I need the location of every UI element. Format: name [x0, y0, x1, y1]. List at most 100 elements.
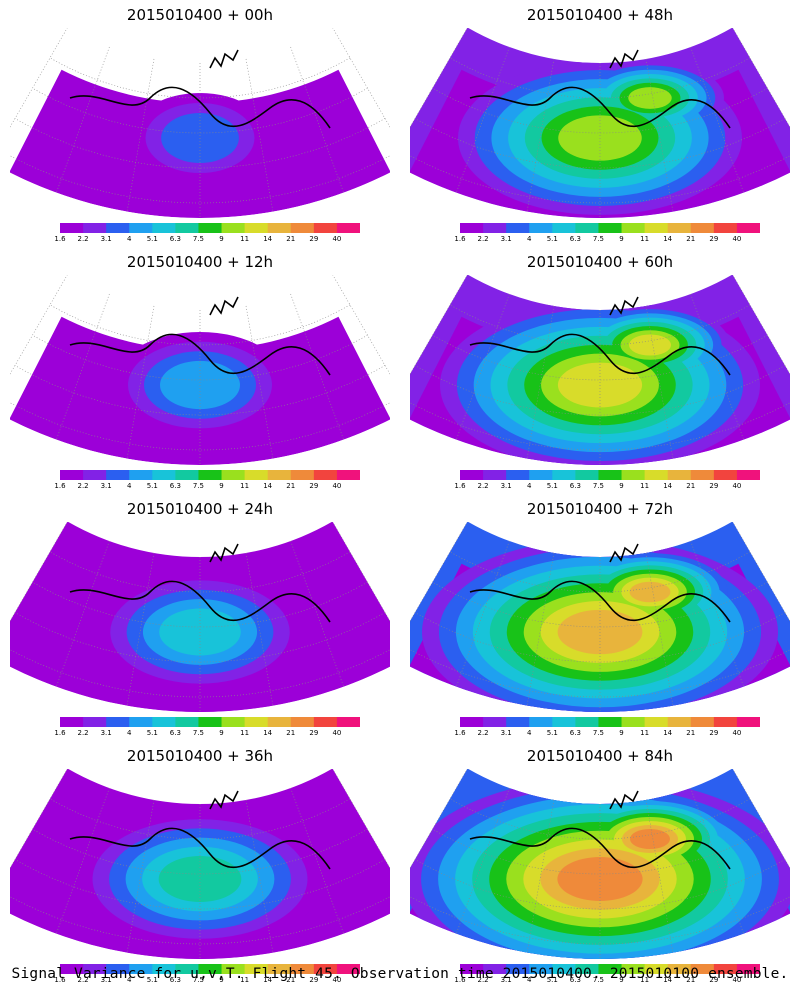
colorbar-label: 14 — [663, 729, 673, 737]
colorbar-label: 14 — [263, 976, 273, 984]
colorbar-swatch — [336, 964, 360, 974]
colorbar-label: 40 — [732, 482, 742, 490]
colorbar-label: 21 — [286, 235, 296, 243]
colorbar-label: 6.3 — [569, 729, 581, 737]
colorbar-swatch — [483, 470, 507, 480]
panel-title: 2015010400 + 36h — [126, 747, 274, 765]
colorbar-label: 6.3 — [169, 482, 181, 490]
colorbar-swatch — [60, 223, 84, 233]
colorbar-label: 1.6 — [454, 482, 466, 490]
colorbar-swatch — [460, 717, 484, 727]
colorbar-swatch — [598, 964, 623, 974]
colorbar — [60, 470, 360, 480]
panel-title: 2015010400 + 24h — [126, 500, 274, 518]
colorbar-label: 4 — [126, 976, 132, 984]
colorbar-swatch — [129, 964, 153, 974]
panel-title: 2015010400 + 72h — [526, 500, 674, 518]
colorbar-label: 4 — [526, 235, 532, 243]
colorbar-label: 2.2 — [477, 482, 489, 490]
colorbar-swatch — [713, 470, 738, 480]
forecast-panel: 2015010400 + 24h 1.6 2.2 3.1 4 5.1 6.3 7.5 9 11 14… — [0, 494, 400, 741]
colorbar-label: 9 — [219, 482, 224, 490]
forecast-panel: 2015010400 + 48h 1.6 2.2 3.1 4 5.1 6.3 7.5 9 11 14… — [400, 0, 800, 247]
colorbar-label: 1.6 — [454, 976, 466, 984]
colorbar-swatch — [506, 223, 530, 233]
colorbar-label: 21 — [686, 976, 696, 984]
colorbar-swatch — [290, 223, 315, 233]
colorbar-label: 40 — [332, 235, 342, 243]
colorbar-label: 2.2 — [477, 729, 489, 737]
colorbar-swatch — [244, 470, 269, 480]
colorbar-swatch — [198, 223, 223, 233]
colorbar-label: 21 — [286, 729, 296, 737]
colorbar-label: 21 — [686, 482, 696, 490]
colorbar-swatch — [152, 470, 176, 480]
colorbar-label: 14 — [663, 482, 673, 490]
colorbar — [60, 223, 360, 233]
colorbar-swatch — [529, 223, 553, 233]
colorbar-swatch — [598, 223, 623, 233]
colorbar-swatch — [221, 470, 246, 480]
colorbar-label: 40 — [332, 729, 342, 737]
colorbar-label: 5.1 — [546, 482, 558, 490]
forecast-panel: 2015010400 + 36h 1.6 2.2 3.1 4 5.1 6.3 7.5 9 11 14… — [0, 741, 400, 988]
figure-caption: Signal Variance for u,v,T. Flight 45. Ob… — [11, 966, 789, 982]
colorbar-swatch — [483, 964, 507, 974]
colorbar-label: 1.6 — [54, 482, 66, 490]
colorbar-swatch — [460, 223, 484, 233]
colorbar-label: 2.2 — [77, 729, 89, 737]
colorbar-swatch — [129, 717, 153, 727]
colorbar-label: 29 — [709, 235, 719, 243]
colorbar-swatch — [529, 717, 553, 727]
colorbar-swatch — [175, 717, 199, 727]
colorbar-swatch — [175, 223, 199, 233]
colorbar-swatch — [621, 964, 646, 974]
colorbar-label: 1.6 — [454, 235, 466, 243]
colorbar-swatch — [529, 470, 553, 480]
colorbar-swatch — [290, 964, 315, 974]
variance-map — [10, 769, 390, 959]
colorbar-label: 14 — [663, 976, 673, 984]
colorbar-swatch — [83, 223, 107, 233]
colorbar-swatch — [313, 717, 338, 727]
colorbar-label: 21 — [286, 482, 296, 490]
colorbar-swatch — [221, 964, 246, 974]
colorbar-swatch — [267, 717, 292, 727]
colorbar-swatch — [175, 470, 199, 480]
colorbar-label: 40 — [732, 729, 742, 737]
colorbar-swatch — [483, 717, 507, 727]
colorbar-swatch — [106, 964, 130, 974]
colorbar-swatch — [60, 470, 84, 480]
colorbar-swatch — [244, 964, 269, 974]
colorbar-label: 14 — [663, 235, 673, 243]
colorbar-swatch — [106, 470, 130, 480]
colorbar-swatch — [575, 964, 599, 974]
colorbar-label: 7.5 — [592, 976, 605, 984]
coastline — [469, 49, 731, 129]
colorbar-swatch — [667, 717, 692, 727]
variance-shading — [410, 778, 790, 959]
coastline — [69, 543, 331, 623]
variance-map — [410, 275, 790, 465]
colorbar-label: 40 — [732, 235, 742, 243]
colorbar-swatch — [667, 223, 692, 233]
colorbar-swatch — [460, 964, 484, 974]
colorbar-label: 4 — [126, 729, 132, 737]
colorbar-label: 9 — [219, 976, 224, 984]
colorbar-swatch — [575, 223, 599, 233]
variance-map — [10, 522, 390, 712]
colorbar-label: 11 — [640, 976, 650, 984]
colorbar-swatch — [736, 470, 760, 480]
colorbar-label: 14 — [263, 729, 273, 737]
colorbar-label: 3.1 — [500, 235, 512, 243]
coastline — [469, 296, 731, 376]
colorbar — [460, 223, 760, 233]
colorbar-label: 11 — [240, 976, 250, 984]
colorbar-label: 1.6 — [54, 976, 66, 984]
colorbar-swatch — [644, 223, 669, 233]
colorbar-label: 2.2 — [77, 235, 89, 243]
colorbar-label: 2.2 — [477, 235, 489, 243]
colorbar-swatch — [506, 717, 530, 727]
colorbar-swatch — [598, 717, 623, 727]
colorbar-label: 3.1 — [500, 482, 512, 490]
